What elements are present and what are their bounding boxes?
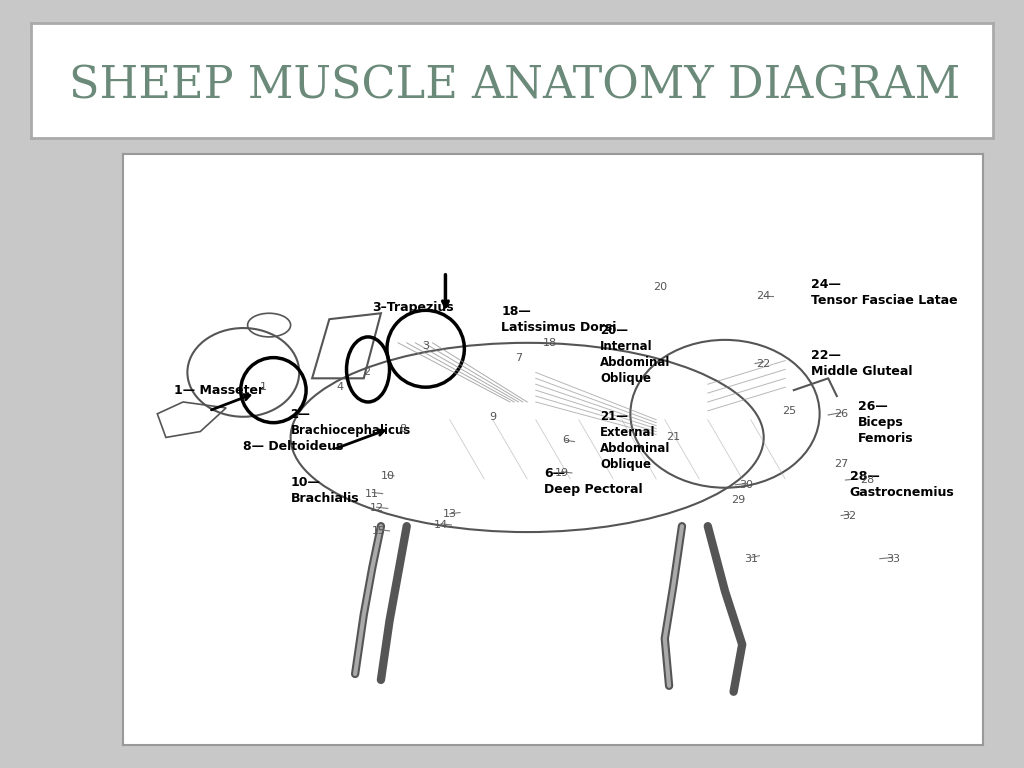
Text: 19: 19 — [555, 468, 568, 478]
Text: 11: 11 — [366, 488, 379, 498]
Text: 22—
Middle Gluteal: 22— Middle Gluteal — [811, 349, 912, 378]
Text: 8: 8 — [399, 424, 406, 434]
Text: 22: 22 — [757, 359, 771, 369]
Text: 3–Trapezius: 3–Trapezius — [373, 301, 454, 314]
Text: 31: 31 — [743, 554, 758, 564]
Text: 2: 2 — [362, 367, 370, 377]
Text: 18—
Latissimus Dorsi: 18— Latissimus Dorsi — [502, 305, 616, 333]
Text: 25: 25 — [782, 406, 797, 415]
Text: 6—
Deep Pectoral: 6— Deep Pectoral — [545, 467, 643, 496]
Text: 21—
External
Abdominal
Oblique: 21— External Abdominal Oblique — [600, 410, 671, 471]
Text: 6: 6 — [562, 435, 569, 445]
Text: 1— Masseter: 1— Masseter — [174, 384, 264, 396]
Text: 20: 20 — [653, 282, 668, 292]
Text: 24: 24 — [757, 290, 771, 300]
Text: 32: 32 — [843, 511, 857, 521]
Text: 24—
Tensor Fasciae Latae: 24— Tensor Fasciae Latae — [811, 278, 957, 307]
Text: 33: 33 — [886, 554, 900, 564]
Text: 3: 3 — [422, 341, 429, 351]
Text: 30: 30 — [739, 480, 754, 490]
Text: 13: 13 — [442, 509, 457, 519]
Text: 28: 28 — [860, 475, 874, 485]
Text: 14: 14 — [434, 520, 449, 530]
Text: 15: 15 — [372, 526, 386, 536]
Text: 26—
Biceps
Femoris: 26— Biceps Femoris — [858, 400, 914, 445]
Text: SHEEP MUSCLE ANATOMY DIAGRAM: SHEEP MUSCLE ANATOMY DIAGRAM — [70, 65, 961, 108]
Text: 27: 27 — [834, 459, 848, 469]
Text: 12: 12 — [370, 503, 384, 514]
Text: 1: 1 — [260, 382, 266, 392]
Text: 18: 18 — [544, 338, 557, 348]
Text: 10: 10 — [381, 471, 395, 481]
Text: 2—
Brachiocephalicus: 2— Brachiocephalicus — [291, 408, 411, 437]
Text: 4: 4 — [336, 382, 343, 392]
Text: 20—
Internal
Abdominal
Oblique: 20— Internal Abdominal Oblique — [600, 324, 671, 386]
Text: 10—
Brachialis: 10— Brachialis — [291, 476, 359, 505]
Text: 9: 9 — [489, 412, 497, 422]
Text: 26: 26 — [835, 409, 848, 419]
Text: 7: 7 — [515, 353, 522, 362]
Text: 8— Deltoideus: 8— Deltoideus — [244, 440, 344, 453]
Text: 29: 29 — [731, 495, 745, 505]
Text: 28—
Gastrocnemius: 28— Gastrocnemius — [850, 470, 954, 499]
Text: 21: 21 — [667, 432, 680, 442]
